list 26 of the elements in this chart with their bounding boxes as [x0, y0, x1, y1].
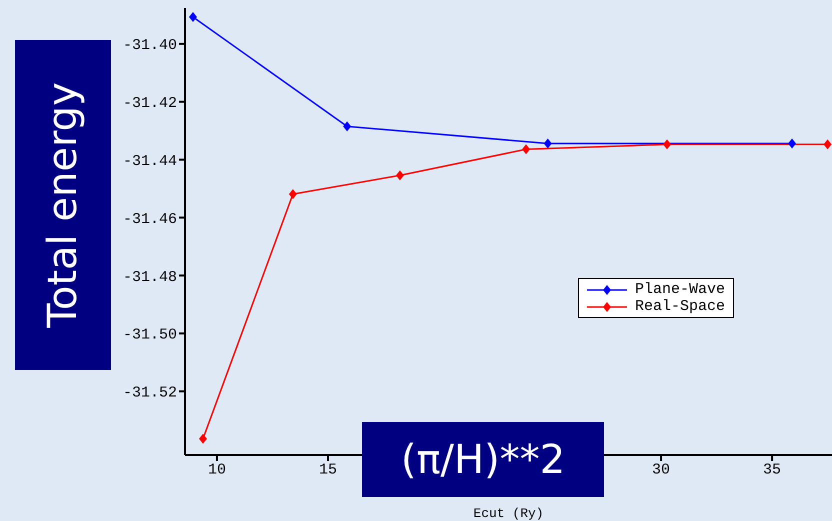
point [288, 189, 297, 200]
y-axis-title: Total energy [40, 82, 86, 328]
point [824, 139, 832, 150]
point [522, 144, 530, 154]
annotation: (π/H)**2 [362, 422, 604, 497]
y-tick-label: -31.50 [122, 326, 177, 344]
point [396, 170, 404, 180]
x-tick-label: 30 [652, 462, 670, 479]
y-tick-label: -31.48 [122, 268, 177, 286]
legend-label: Real-Space [635, 298, 726, 315]
point [343, 121, 352, 132]
x-tick-label: 10 [208, 462, 226, 479]
y-tick-label: -31.52 [122, 384, 177, 402]
x-tick-label: 35 [763, 462, 782, 479]
point [188, 12, 197, 22]
x-tick-label: 15 [318, 462, 337, 479]
x-axis-title: Ecut (Ry) [473, 506, 544, 521]
y-tick-label: -31.40 [122, 37, 177, 54]
y-tick-label: -31.42 [122, 95, 177, 112]
point [788, 138, 796, 148]
legend-label: Plane-Wave [635, 281, 726, 298]
y-tick-label: -31.44 [122, 153, 177, 170]
point [198, 434, 207, 444]
point [544, 138, 552, 148]
y-tick-label: -31.46 [122, 210, 177, 228]
point [663, 139, 672, 150]
